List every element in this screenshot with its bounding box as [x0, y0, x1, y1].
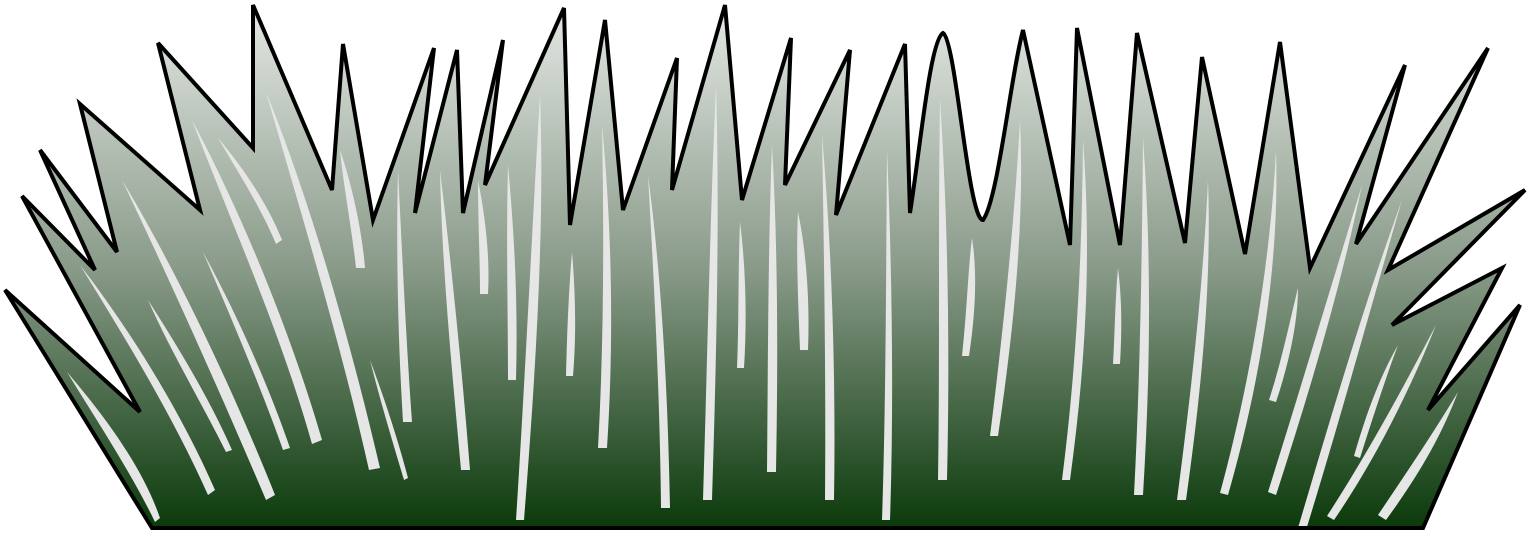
blade-highlight	[1268, 185, 1362, 495]
blade-highlight	[397, 170, 412, 422]
blade-highlight	[148, 300, 232, 452]
blade-highlight	[218, 138, 282, 244]
blade-highlight	[340, 150, 365, 268]
blade-highlight	[1134, 138, 1150, 495]
blade-highlight	[990, 120, 1022, 436]
blade-highlight	[648, 175, 670, 508]
blade-highlight	[440, 170, 470, 470]
blade-highlight	[80, 265, 215, 495]
blade-highlight	[737, 222, 746, 368]
blade-highlight	[1062, 140, 1087, 480]
blade-highlight	[67, 372, 160, 522]
grass-tuft-shape	[3, 4, 1527, 530]
blade-highlight	[1220, 150, 1277, 495]
blade-highlight	[203, 252, 290, 450]
blade-highlight	[703, 85, 718, 500]
blade-highlight	[1177, 180, 1209, 500]
blade-highlight	[566, 252, 576, 376]
blade-highlight	[266, 92, 380, 470]
blade-highlight	[767, 145, 778, 472]
blade-highlight	[1298, 200, 1402, 530]
blade-highlight	[516, 95, 542, 520]
blade-highlight	[962, 238, 976, 356]
blade-highlight	[370, 360, 408, 480]
blade-highlight	[478, 180, 489, 294]
blade-highlight	[507, 165, 517, 380]
blade-highlight	[1378, 392, 1458, 520]
blade-highlights	[67, 85, 1458, 530]
blade-highlight	[1113, 268, 1122, 364]
blade-highlight	[192, 120, 322, 444]
blade-highlight	[938, 100, 949, 480]
blade-highlight	[1354, 345, 1398, 458]
blade-highlight	[598, 125, 612, 448]
blade-highlight	[822, 135, 835, 500]
blade-highlight	[882, 150, 893, 520]
blade-highlight	[122, 180, 275, 500]
blade-highlight	[797, 212, 809, 350]
blade-highlight	[1327, 325, 1436, 520]
